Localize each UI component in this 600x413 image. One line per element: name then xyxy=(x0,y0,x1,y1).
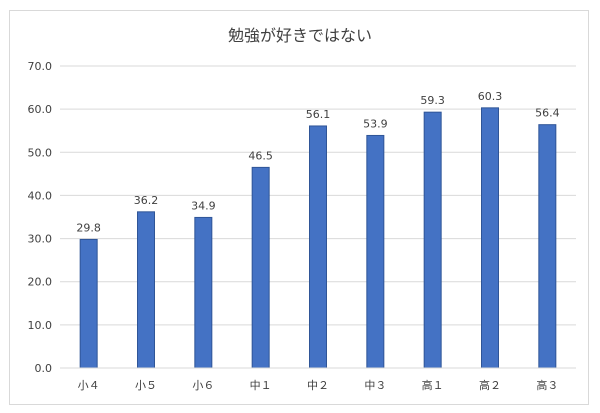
x-category-label: 中３ xyxy=(364,379,386,392)
bar xyxy=(481,107,499,369)
data-label: 53.9 xyxy=(363,117,388,130)
x-axis-category-labels: 小４ 小５ 小６ 中１ 中２ 中３ 高１ 高２ 高３ xyxy=(78,378,559,392)
bars xyxy=(79,107,557,369)
y-tick-label: 0.0 xyxy=(35,362,53,375)
bar xyxy=(538,124,557,369)
bar xyxy=(79,238,98,369)
data-label: 56.4 xyxy=(535,107,560,120)
bar xyxy=(423,111,442,369)
bar xyxy=(137,211,155,369)
x-category-label: 小６ xyxy=(192,379,214,392)
data-labels: 29.8 36.2 34.9 46.5 56.1 53.9 59.3 60.3 56.4 xyxy=(76,90,559,235)
x-category-label: 高１ xyxy=(422,378,444,392)
y-tick-label: 10.0 xyxy=(28,319,53,332)
data-label: 36.2 xyxy=(134,194,159,207)
y-tick-label: 20.0 xyxy=(28,276,53,289)
x-category-label: 小５ xyxy=(135,379,157,392)
bar xyxy=(251,166,270,369)
x-category-label: 小４ xyxy=(78,379,100,392)
data-label: 59.3 xyxy=(420,94,445,107)
data-label: 60.3 xyxy=(478,90,503,103)
data-label: 29.8 xyxy=(76,221,101,234)
data-label: 46.5 xyxy=(248,149,273,162)
chart-title: 勉強が好きではない xyxy=(228,26,372,45)
bar xyxy=(366,134,385,369)
data-label: 34.9 xyxy=(191,199,216,212)
y-tick-label: 40.0 xyxy=(28,189,53,202)
y-tick-label: 60.0 xyxy=(28,103,53,116)
y-tick-label: 30.0 xyxy=(28,233,53,246)
bar xyxy=(309,125,327,369)
bar xyxy=(194,216,213,369)
x-category-label: 中２ xyxy=(307,379,329,392)
x-category-label: 中１ xyxy=(250,379,272,392)
y-tick-label: 50.0 xyxy=(28,146,53,159)
y-tick-label: 70.0 xyxy=(28,60,53,73)
data-label: 56.1 xyxy=(306,108,331,121)
x-category-label: 高３ xyxy=(536,378,558,392)
y-axis-tick-labels: 0.0 10.0 20.0 30.0 40.0 50.0 60.0 70.0 xyxy=(28,60,53,375)
x-category-label: 高２ xyxy=(479,378,501,392)
